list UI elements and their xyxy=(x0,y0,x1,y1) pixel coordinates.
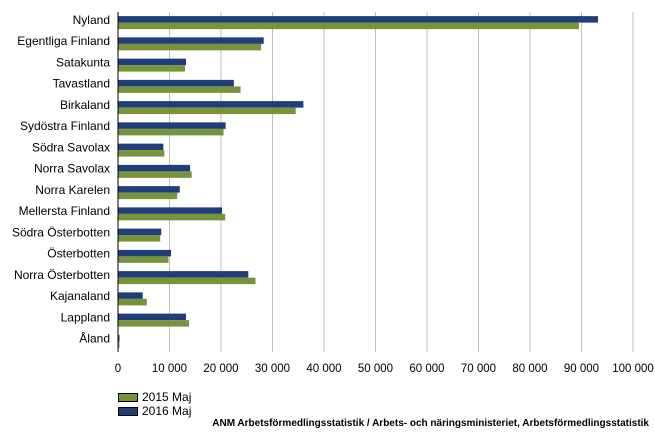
category-label: Satakunta xyxy=(56,55,110,69)
bar-2016-maj xyxy=(118,249,172,257)
bar-2015-maj xyxy=(118,320,190,327)
legend-swatch-2015 xyxy=(118,392,138,402)
x-tick-label: 20 000 xyxy=(203,363,238,375)
category-label: Tavastland xyxy=(53,77,110,91)
bar-2016-maj xyxy=(118,186,180,193)
bar-2016-maj xyxy=(118,313,186,321)
bars xyxy=(118,16,598,348)
legend-label-2015: 2015 Maj xyxy=(142,390,192,404)
source-note: ANM Arbetsförmedlingsstatistik / Arbets-… xyxy=(212,418,649,429)
category-label: Lappland xyxy=(61,310,110,324)
category-label: Birkaland xyxy=(60,98,110,112)
category-label: Österbotten xyxy=(47,247,110,261)
bar-2016-maj xyxy=(118,228,162,236)
bar-2016-maj xyxy=(118,292,143,299)
category-label: Södra Savolax xyxy=(32,140,110,154)
bar-2016-maj xyxy=(118,101,304,108)
x-tick-label: 30 000 xyxy=(255,363,290,375)
bar-2015-maj xyxy=(118,171,192,178)
legend-label-2016: 2016 Maj xyxy=(142,404,192,418)
category-label: Sydöstra Finland xyxy=(20,119,110,133)
x-tick-label: 40 000 xyxy=(306,363,341,375)
bar-2015-maj xyxy=(118,86,241,93)
x-tick-label: 90 000 xyxy=(564,363,599,375)
x-tick-label: 0 xyxy=(115,363,121,375)
category-label: Mellersta Finland xyxy=(19,204,110,218)
legend-item-2015: 2015 Maj xyxy=(118,390,191,404)
category-label: Norra Österbotten xyxy=(14,268,110,282)
legend-swatch-2016 xyxy=(118,406,138,416)
x-tick-label: 100 000 xyxy=(612,363,654,375)
bar-2015-maj xyxy=(118,65,185,72)
category-label: Åland xyxy=(79,331,110,346)
bar-2015-maj xyxy=(118,192,178,200)
bar-2015-maj xyxy=(118,22,579,30)
bar-2015-maj xyxy=(118,213,226,221)
legend-item-2016: 2016 Maj xyxy=(118,404,191,418)
bar-2016-maj xyxy=(118,37,264,44)
category-label: Egentliga Finland xyxy=(17,34,110,48)
bar-2015-maj xyxy=(118,235,161,242)
bar-2016-maj xyxy=(118,207,223,214)
bar-2015-maj xyxy=(118,256,169,263)
x-tick-label: 60 000 xyxy=(409,363,444,375)
bar-2015-maj xyxy=(118,128,224,136)
legend: 2015 Maj 2016 Maj xyxy=(118,390,191,418)
category-labels: Nyland Egentliga Finland Satakunta Tavastla… xyxy=(12,13,110,346)
x-tick-label: 10 000 xyxy=(152,363,187,375)
bar-2016-maj xyxy=(118,79,234,87)
category-label: Kajanaland xyxy=(50,289,110,303)
bar-chart: Nyland Egentliga Finland Satakunta Tavastla… xyxy=(12,12,654,375)
bar-2015-maj xyxy=(118,150,165,157)
gridlines xyxy=(169,12,634,352)
bar-2015-maj xyxy=(118,107,296,115)
x-tick-label: 50 000 xyxy=(358,363,393,375)
category-label: Norra Karelen xyxy=(35,183,110,197)
bar-2016-maj xyxy=(118,16,598,23)
category-label: Södra Österbotten xyxy=(12,225,110,239)
category-label: Nyland xyxy=(73,13,110,27)
bar-2016-maj xyxy=(118,122,226,129)
bar-2015-maj xyxy=(118,43,262,51)
x-tick-label: 80 000 xyxy=(512,363,547,375)
bar-2016-maj xyxy=(118,143,164,151)
x-tick-label: 70 000 xyxy=(461,363,496,375)
category-label: Norra Savolax xyxy=(34,162,110,176)
bar-2015-maj xyxy=(118,277,256,285)
bar-2015-maj xyxy=(118,298,147,306)
bar-2016-maj xyxy=(118,271,249,278)
x-axis-tick-labels: 0 10 000 20 000 30 000 40 000 50 000 60 000 70 … xyxy=(115,363,654,375)
bar-2016-maj xyxy=(118,164,191,172)
bar-2016-maj xyxy=(118,58,186,66)
bar-2016-maj xyxy=(118,334,120,342)
bar-2015-maj xyxy=(118,341,120,348)
